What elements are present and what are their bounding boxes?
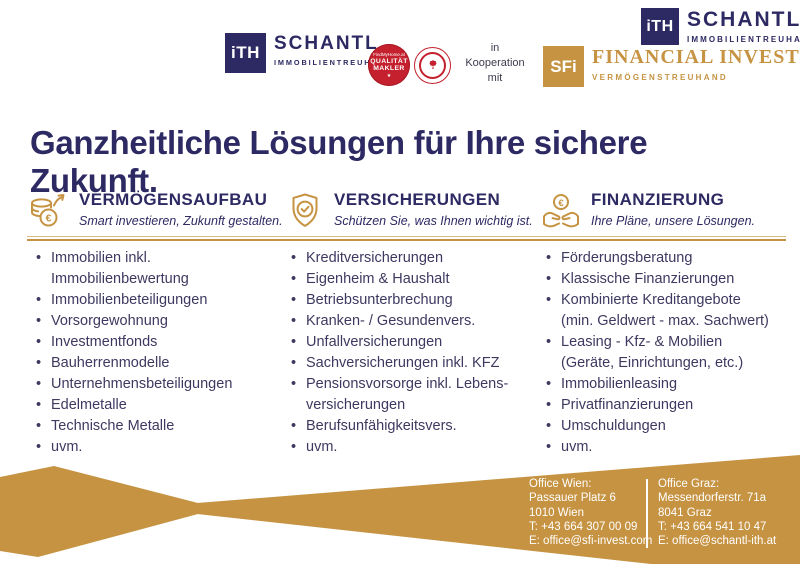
ith-schantl-logo: iTH SCHANTL IMMOBILIENTREUHAND <box>225 33 393 73</box>
ribbon-left-wedge <box>0 466 198 557</box>
office-phone: T: +43 664 307 00 09 <box>529 520 638 533</box>
quality-badge-line1: QUALITÄT <box>370 57 408 65</box>
office-city: 1010 Wien <box>529 506 584 519</box>
cooperation-line3: mit <box>487 72 503 84</box>
list-item: uvm. <box>36 437 268 458</box>
column-heading: VERMÖGENSAUFBAU <box>79 190 268 209</box>
list-item: Vorsorgewohnung <box>36 311 268 332</box>
column-subtitle: Schützen Sie, was Ihnen wichtig ist. <box>334 214 533 228</box>
list-item: uvm. <box>546 437 794 458</box>
hands-euro-icon: € <box>543 194 579 228</box>
page-title: Ganzheitliche Lösungen für Ihre sichere … <box>30 124 648 199</box>
list-item: Unternehmensbeteiligungen <box>36 374 268 395</box>
column-header-versicherungen: VERSICHERUNGEN Schützen Sie, was Ihnen w… <box>285 190 533 233</box>
column-heading: VERSICHERUNGEN <box>334 190 501 209</box>
list-item: Bauherrenmodelle <box>36 353 268 374</box>
quality-badge-top-text: FindMyHome.at <box>373 51 405 57</box>
sfi-logo-name: FINANCIAL INVEST <box>592 46 800 68</box>
list-item: Kranken- / Gesundenvers. <box>291 311 533 332</box>
list-item: Berufsunfähigkeitsvers. <box>291 416 533 437</box>
office-label: Office Graz: <box>658 478 720 490</box>
ith-logo-mark-icon: iTH <box>225 33 266 73</box>
list-item: Technische Metalle <box>36 416 268 437</box>
list-item: Eigenheim & Haushalt <box>291 269 533 290</box>
svg-text:€: € <box>558 198 564 209</box>
sfi-logo-text: FINANCIAL INVEST VERMÖGENSTREUHAND <box>592 46 800 82</box>
column-heading: FINANZIERUNG <box>591 190 725 209</box>
sfi-financial-invest-logo: SFi FINANCIAL INVEST VERMÖGENSTREUHAND <box>543 46 800 87</box>
list-item: Privatfinanzierungen <box>546 395 794 416</box>
list-item: Investmentfonds <box>36 332 268 353</box>
header-divider-rule <box>27 236 786 241</box>
ith-logo-tagline: IMMOBILIENTREUHAND <box>274 58 393 67</box>
shield-check-icon <box>292 193 318 227</box>
office-city: 8041 Graz <box>658 506 712 519</box>
quality-badge-star: ★ <box>386 72 392 79</box>
quality-makler-badge-icon: FindMyHome.at QUALITÄT MAKLER ★ <box>368 44 410 86</box>
office-wien-block: Office Wien: Passauer Platz 6 1010 Wien … <box>529 477 652 548</box>
list-item: Klassische Finanzierungen <box>546 269 794 290</box>
list-item: Förderungsberatung <box>546 248 794 269</box>
office-label: Office Wien: <box>529 478 592 490</box>
austrian-coat-of-arms-badge-icon <box>414 47 451 84</box>
header-logo-row: iTH SCHANTL IMMOBILIENTREUHAND FindMyHom… <box>0 0 800 100</box>
vermoegensaufbau-list: Immobilien inkl. ImmobilienbewertungImmo… <box>36 248 268 458</box>
ith-corner-logo-text: SCHANTL IMMOBILIENTREUHAND <box>687 8 800 44</box>
list-item: Leasing - Kfz- & Mobilien (Geräte, Einri… <box>546 332 794 374</box>
sfi-logo-mark-icon: SFi <box>543 46 584 87</box>
office-street: Messendorferstr. 71a <box>658 492 767 505</box>
svg-text:€: € <box>46 213 52 225</box>
versicherungen-list: KreditversicherungenEigenheim & Haushalt… <box>291 248 533 458</box>
ith-logo-text: SCHANTL IMMOBILIENTREUHAND <box>274 33 393 67</box>
office-email: E: office@schantl-ith.at <box>658 535 777 548</box>
list-item: Betriebsunterbrechung <box>291 290 533 311</box>
office-street: Passauer Platz 6 <box>529 492 616 505</box>
cooperation-line2: Kooperation <box>465 57 525 69</box>
list-item: Unfallversicherungen <box>291 332 533 353</box>
list-item: Immobilienbeteiligungen <box>36 290 268 311</box>
cooperation-text: in Kooperation mit <box>455 41 535 86</box>
ith-schantl-corner-logo: iTH SCHANTL IMMOBILIENTREUHAND <box>641 8 800 45</box>
quality-badge-line2: MAKLER <box>373 65 405 72</box>
office-email: E: office@sfi-invest.com <box>529 535 653 548</box>
list-item: Immobilienleasing <box>546 374 794 395</box>
column-header-finanzierung: € FINANZIERUNG Ihre Pläne, unsere Lösung… <box>540 190 755 233</box>
list-item: Immobilien inkl. Immobilienbewertung <box>36 248 268 290</box>
badge-inner-ring <box>419 52 446 79</box>
column-header-vermoegensaufbau: € VERMÖGENSAUFBAU Smart investieren, Zuk… <box>28 190 283 233</box>
sfi-logo-tagline: VERMÖGENSTREUHAND <box>592 73 728 82</box>
column-subtitle: Smart investieren, Zukunft gestalten. <box>79 214 283 228</box>
cooperation-line1: in <box>490 42 500 54</box>
list-item: Umschuldungen <box>546 416 794 437</box>
list-item: Kreditversicherungen <box>291 248 533 269</box>
list-item: Pensionsvorsorge inkl. Lebens- versicher… <box>291 374 533 416</box>
ith-logo-name: SCHANTL <box>274 33 379 54</box>
column-subtitle: Ihre Pläne, unsere Lösungen. <box>591 214 756 228</box>
list-item: uvm. <box>291 437 533 458</box>
list-item: Kombinierte Kreditangebote (min. Geldwer… <box>546 290 794 332</box>
ith-corner-logo-tagline: IMMOBILIENTREUHAND <box>687 35 800 44</box>
list-item: Sachversicherungen inkl. KFZ <box>291 353 533 374</box>
office-divider <box>646 479 648 548</box>
finanzierung-list: FörderungsberatungKlassische Finanzierun… <box>546 248 794 458</box>
ith-corner-logo-mark-icon: iTH <box>641 8 679 45</box>
eagle-icon <box>428 59 437 69</box>
ith-corner-logo-name: SCHANTL <box>687 8 800 31</box>
office-graz-block: Office Graz: Messendorferstr. 71a 8041 G… <box>658 477 776 548</box>
office-phone: T: +43 664 541 10 47 <box>658 520 767 533</box>
coins-growth-icon: € <box>31 194 65 227</box>
list-item: Edelmetalle <box>36 395 268 416</box>
